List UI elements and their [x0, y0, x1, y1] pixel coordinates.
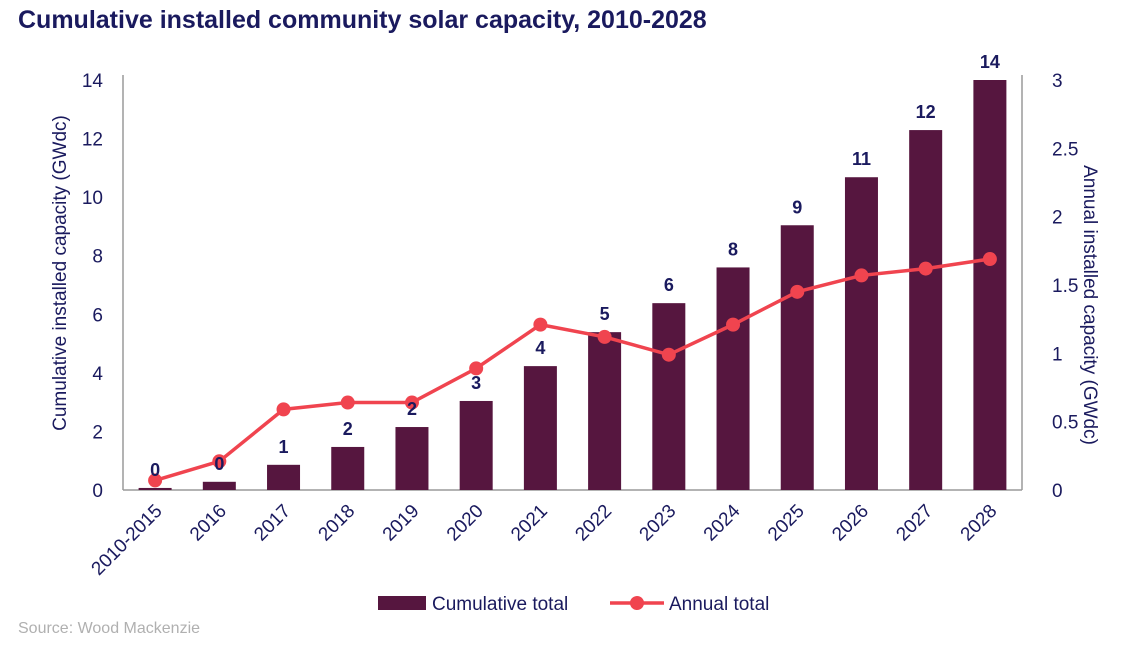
annual-total-line — [154, 257, 991, 483]
left-tick-label: 0 — [92, 481, 103, 502]
bar-data-label: 9 — [792, 197, 802, 217]
x-tick-label: 2022 — [571, 501, 616, 546]
x-tick-label: 2028 — [957, 501, 1002, 546]
x-tick-label: 2018 — [315, 501, 360, 546]
bar-2025 — [780, 225, 814, 490]
bar-data-label: 1 — [279, 437, 289, 457]
bar-2022 — [588, 332, 622, 490]
x-tick-label: 2016 — [186, 501, 231, 546]
annual-point-2026 — [854, 268, 869, 283]
legend-label-annual: Annual total — [669, 594, 769, 615]
bar-2010-2015 — [138, 487, 172, 490]
annual-point-2024 — [726, 317, 741, 332]
left-tick-label: 10 — [82, 188, 103, 209]
bar-data-label: 8 — [728, 239, 738, 259]
bar-2023 — [652, 303, 686, 490]
bar-2024 — [716, 267, 750, 490]
right-tick-label: 2 — [1052, 208, 1063, 229]
x-tick-label: 2025 — [764, 501, 809, 546]
bar-data-label: 3 — [471, 373, 481, 393]
left-tick-label: 12 — [82, 130, 103, 151]
bar-data-label: 14 — [980, 52, 1000, 72]
bar-data-label: 0 — [214, 454, 224, 474]
bar-2027 — [909, 130, 943, 491]
annual-point-2025 — [790, 284, 805, 299]
x-tick-label: 2024 — [700, 500, 745, 545]
left-tick-label: 8 — [92, 247, 103, 268]
bar-2016 — [202, 481, 236, 490]
annual-point-2022 — [597, 329, 612, 344]
annual-point-2028 — [982, 252, 997, 267]
chart-title: Cumulative installed community solar cap… — [18, 6, 707, 34]
x-tick-label: 2019 — [379, 501, 424, 546]
x-tick-label: 2020 — [443, 501, 488, 546]
bar-data-label: 11 — [852, 149, 871, 169]
bar-data-label: 12 — [916, 102, 936, 122]
bar-2026 — [844, 177, 878, 490]
annual-point-2020 — [469, 361, 484, 376]
legend-swatch-cumulative — [378, 596, 426, 610]
left-tick-label: 4 — [92, 364, 103, 385]
left-tick-label: 2 — [92, 422, 103, 443]
x-tick-label: 2026 — [828, 501, 873, 546]
annual-point-2023 — [661, 347, 676, 362]
bar-data-label: 6 — [664, 275, 674, 295]
annual-point-2019 — [404, 395, 419, 410]
x-tick-label: 2017 — [250, 501, 295, 546]
annual-point-2017 — [276, 402, 291, 417]
legend-swatch-annual-marker — [630, 596, 644, 610]
left-tick-label: 14 — [82, 71, 104, 92]
right-tick-label: 2.5 — [1052, 139, 1078, 160]
bar-data-label: 0 — [150, 460, 160, 480]
annual-point-2021 — [533, 317, 548, 332]
x-tick-label: 2021 — [507, 501, 552, 546]
annual-point-2018 — [340, 395, 355, 410]
bar-2021 — [523, 366, 557, 490]
bar-2028 — [973, 80, 1007, 490]
x-tick-label: 2027 — [892, 501, 937, 546]
right-tick-label: 0.5 — [1052, 413, 1078, 434]
annual-point-2027 — [918, 261, 933, 276]
right-tick-label: 3 — [1052, 71, 1063, 92]
bar-2017 — [267, 464, 301, 490]
source-note: Source: Wood Mackenzie — [18, 620, 201, 637]
bar-data-label: 4 — [535, 338, 545, 358]
annual-point-2010-2015 — [148, 473, 163, 488]
right-axis-label: Annual installed capacity (GWdc) — [1079, 165, 1100, 445]
bar-data-label: 2 — [343, 419, 353, 439]
right-tick-label: 0 — [1052, 481, 1063, 502]
bar-data-label: 5 — [600, 304, 610, 324]
left-axis-label: Cumulative installed capacity (GWdc) — [50, 115, 71, 431]
bar-data-label: 2 — [407, 399, 417, 419]
bar-2019 — [395, 427, 429, 490]
bar-2018 — [331, 446, 365, 490]
right-tick-label: 1 — [1052, 344, 1063, 365]
x-tick-label: 2010-2015 — [88, 501, 167, 580]
bar-2020 — [459, 400, 493, 490]
left-tick-label: 6 — [92, 305, 103, 326]
annual-point-2016 — [212, 454, 227, 469]
legend-label-cumulative: Cumulative total — [432, 594, 568, 615]
right-tick-label: 1.5 — [1052, 276, 1078, 297]
x-tick-label: 2023 — [636, 501, 681, 546]
